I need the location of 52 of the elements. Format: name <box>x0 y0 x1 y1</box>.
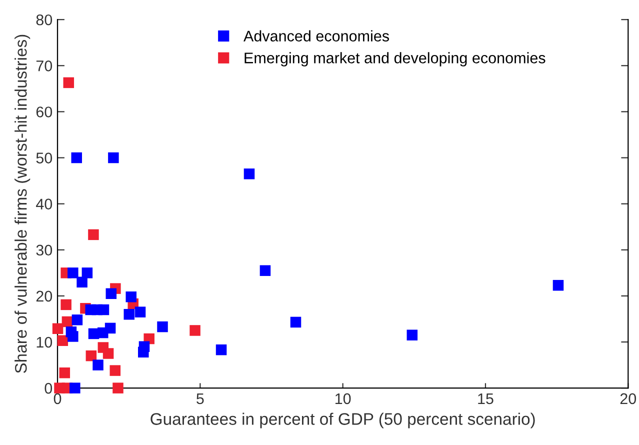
point <box>52 323 64 334</box>
point <box>126 291 136 302</box>
point <box>108 152 119 164</box>
point <box>63 77 74 88</box>
y-tick-label: 10 <box>36 336 52 348</box>
point <box>98 304 110 316</box>
point <box>260 265 271 276</box>
y-tick-label: 40 <box>36 198 52 210</box>
legend-label: Advanced economies <box>244 30 389 42</box>
y-tick-label: 0 <box>44 382 52 394</box>
point <box>71 152 82 164</box>
y-tick-label: 70 <box>36 60 52 72</box>
point <box>82 268 93 278</box>
x-tick-label: 10 <box>335 393 351 404</box>
point <box>157 321 168 332</box>
point <box>406 330 418 340</box>
point <box>92 360 104 370</box>
point <box>66 326 77 338</box>
point <box>60 299 72 310</box>
x-tick-label: 20 <box>620 393 636 404</box>
y-tick-label: 20 <box>36 290 52 302</box>
x-tick-label: 5 <box>196 393 204 404</box>
point <box>68 268 78 278</box>
y-axis-title: Share of vulnerable firms (worst-hit industries) <box>14 34 30 374</box>
point <box>57 335 68 346</box>
point <box>244 168 255 180</box>
point <box>88 229 99 240</box>
point <box>110 365 121 376</box>
point <box>106 288 117 299</box>
point <box>552 280 564 291</box>
point <box>112 382 124 394</box>
y-tick-label: 30 <box>36 244 52 256</box>
y-tick-label: 60 <box>36 106 52 118</box>
point <box>59 367 70 378</box>
point <box>76 276 88 288</box>
point <box>124 308 135 320</box>
point <box>290 316 302 328</box>
point <box>72 314 83 326</box>
x-tick-label: 0 <box>54 393 62 404</box>
point <box>134 306 146 318</box>
y-tick-label: 80 <box>36 14 52 26</box>
point <box>190 325 200 336</box>
point <box>70 382 80 394</box>
point <box>102 348 114 359</box>
point <box>104 322 116 334</box>
point <box>138 346 149 358</box>
point <box>216 344 227 356</box>
y-tick-label: 50 <box>36 152 52 164</box>
legend-label: Emerging market and developing economies <box>244 52 546 66</box>
x-tick-label: 15 <box>478 393 494 404</box>
x-axis-title: Guarantees in percent of GDP (50 percent scenario) <box>150 412 535 428</box>
point <box>86 350 97 362</box>
